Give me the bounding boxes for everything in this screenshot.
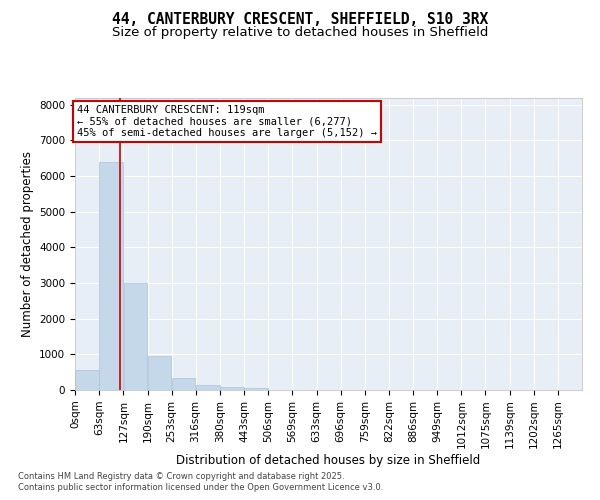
Bar [124, 283, 148, 390]
Bar [75, 370, 99, 390]
Bar [148, 356, 172, 390]
Text: Contains public sector information licensed under the Open Government Licence v3: Contains public sector information licen… [18, 484, 383, 492]
Text: 44, CANTERBURY CRESCENT, SHEFFIELD, S10 3RX: 44, CANTERBURY CRESCENT, SHEFFIELD, S10 … [112, 12, 488, 28]
Bar [220, 387, 244, 390]
Bar [196, 384, 220, 390]
Bar [172, 378, 196, 390]
Bar [99, 162, 123, 390]
Y-axis label: Number of detached properties: Number of detached properties [20, 151, 34, 337]
Text: 44 CANTERBURY CRESCENT: 119sqm
← 55% of detached houses are smaller (6,277)
45% : 44 CANTERBURY CRESCENT: 119sqm ← 55% of … [77, 105, 377, 138]
Text: Size of property relative to detached houses in Sheffield: Size of property relative to detached ho… [112, 26, 488, 39]
Bar [244, 388, 268, 390]
Text: Contains HM Land Registry data © Crown copyright and database right 2025.: Contains HM Land Registry data © Crown c… [18, 472, 344, 481]
X-axis label: Distribution of detached houses by size in Sheffield: Distribution of detached houses by size … [176, 454, 481, 467]
